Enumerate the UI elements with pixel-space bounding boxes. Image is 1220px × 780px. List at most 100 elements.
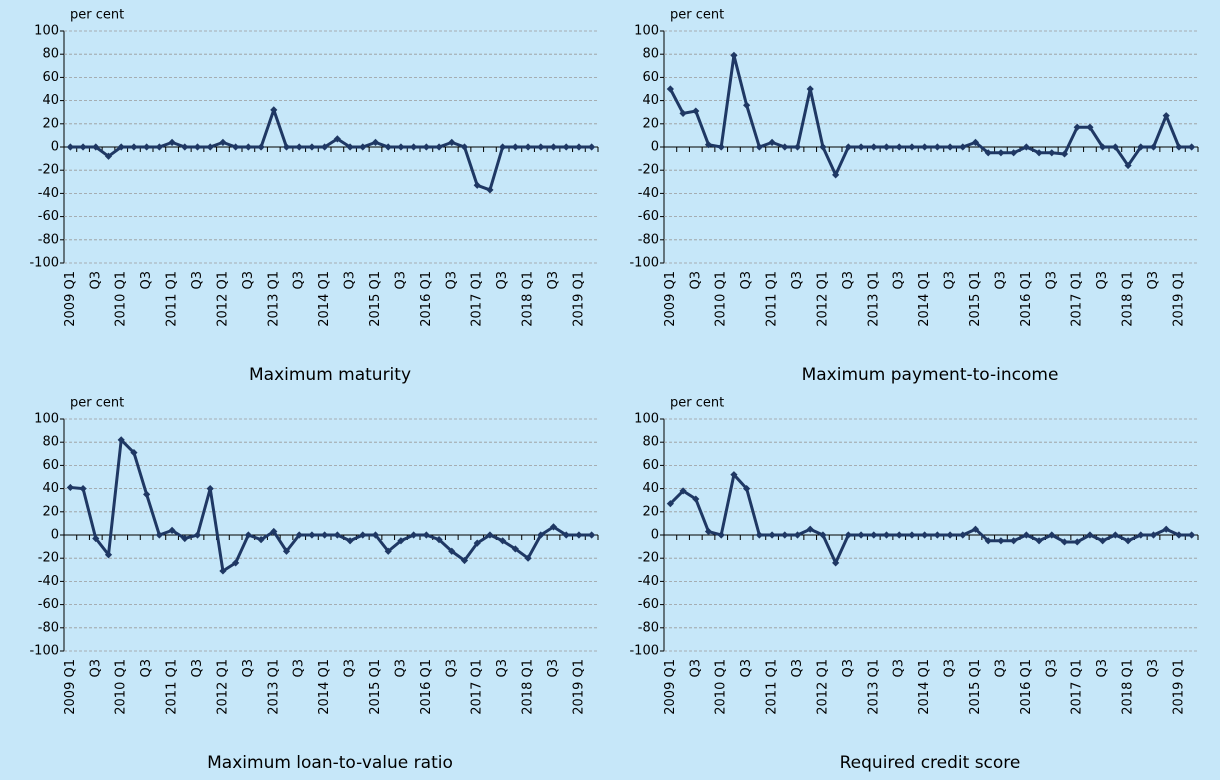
marker — [346, 537, 354, 545]
x-tick-label: 2019 Q1 — [571, 659, 586, 715]
y-tick-label: 0 — [651, 528, 659, 543]
x-tick-label: 2019 Q1 — [1171, 659, 1186, 715]
x-tick-label: 2011 Q1 — [765, 659, 780, 715]
marker — [806, 525, 814, 533]
x-tick-label: Q3 — [790, 659, 805, 678]
marker — [79, 143, 87, 151]
x-tick-label: Q3 — [495, 271, 510, 290]
marker — [524, 554, 532, 562]
marker — [1099, 537, 1107, 545]
marker — [244, 143, 252, 151]
x-tick-label: 2012 Q1 — [815, 271, 830, 327]
x-tick-label: 2014 Q1 — [917, 271, 932, 327]
marker — [1111, 143, 1119, 151]
marker — [1162, 112, 1170, 120]
marker — [460, 556, 469, 565]
marker — [1162, 525, 1170, 533]
marker — [181, 534, 189, 543]
marker — [1022, 531, 1030, 539]
x-tick-label: Q3 — [190, 271, 205, 290]
marker — [117, 143, 125, 151]
x-tick-label: Q3 — [841, 659, 856, 678]
marker — [181, 143, 189, 151]
y-tick-label: -20 — [38, 163, 59, 178]
y-tick-label: 60 — [642, 458, 659, 473]
marker — [1137, 143, 1145, 151]
marker — [117, 436, 125, 444]
x-tick-label: Q3 — [495, 659, 510, 678]
marker — [959, 531, 967, 539]
marker — [666, 500, 674, 508]
marker — [308, 143, 316, 151]
marker — [206, 143, 214, 151]
x-tick-label: 2017 Q1 — [1070, 271, 1085, 327]
x-tick-label: 2012 Q1 — [215, 271, 230, 327]
marker — [575, 143, 583, 151]
y-tick-label: -40 — [638, 574, 659, 589]
x-tick-label: 2016 Q1 — [1019, 271, 1034, 327]
x-tick-label: 2013 Q1 — [266, 659, 281, 715]
marker — [743, 485, 751, 493]
marker — [997, 537, 1005, 545]
x-tick-label: 2017 Q1 — [470, 271, 485, 327]
y-tick-label: 80 — [42, 435, 59, 450]
marker — [882, 143, 891, 151]
marker — [435, 143, 443, 151]
chart-title: Maximum payment-to-income — [802, 365, 1059, 385]
marker — [1060, 150, 1069, 158]
y-tick-label: 0 — [51, 140, 59, 155]
y-tick-label: -60 — [638, 597, 659, 612]
y-tick-label: -40 — [638, 186, 659, 201]
marker — [1010, 537, 1018, 545]
marker — [1111, 531, 1119, 539]
marker — [1124, 537, 1132, 545]
x-tick-label: Q3 — [1146, 659, 1161, 678]
x-tick-label: Q3 — [88, 271, 103, 290]
x-tick-label: 2013 Q1 — [866, 659, 881, 715]
x-tick-label: 2010 Q1 — [714, 271, 729, 327]
marker — [679, 109, 687, 117]
x-tick-label: 2019 Q1 — [1171, 271, 1186, 327]
x-tick-label: Q3 — [444, 659, 459, 678]
x-tick-label: Q3 — [739, 659, 754, 678]
x-tick-label: 2019 Q1 — [571, 271, 586, 327]
x-tick-label: 2012 Q1 — [815, 659, 830, 715]
marker — [92, 534, 100, 543]
y-tick-label: 80 — [642, 47, 659, 62]
marker — [257, 536, 265, 544]
x-tick-label: Q3 — [292, 271, 307, 290]
x-tick-label: 2010 Q1 — [114, 271, 129, 327]
x-tick-label: 2018 Q1 — [1121, 659, 1136, 715]
x-tick-label: Q3 — [841, 271, 856, 290]
marker — [857, 531, 865, 539]
marker — [295, 143, 303, 151]
marker — [704, 527, 713, 536]
marker — [1048, 531, 1056, 539]
marker — [755, 531, 763, 539]
x-tick-label: Q3 — [1095, 659, 1110, 678]
marker — [130, 449, 138, 457]
marker — [359, 531, 367, 539]
y-tick-label: 60 — [42, 458, 59, 473]
x-tick-label: 2016 Q1 — [419, 271, 434, 327]
marker — [562, 531, 570, 539]
y-tick-label: 100 — [34, 24, 59, 39]
x-tick-label: 2016 Q1 — [1019, 659, 1034, 715]
x-tick-label: 2009 Q1 — [663, 271, 678, 327]
x-tick-label: 2009 Q1 — [63, 271, 78, 327]
marker — [755, 143, 763, 151]
y-tick-label: -60 — [638, 209, 659, 224]
marker — [692, 495, 700, 503]
marker — [588, 531, 596, 539]
y-tick-label: 100 — [34, 412, 59, 427]
x-tick-label: Q3 — [993, 659, 1008, 678]
marker — [1188, 143, 1196, 151]
marker — [219, 567, 227, 575]
x-tick-label: 2011 Q1 — [765, 271, 780, 327]
x-tick-label: Q3 — [739, 271, 754, 290]
marker — [895, 531, 903, 539]
marker — [679, 487, 687, 495]
marker — [946, 531, 954, 539]
x-tick-label: Q3 — [993, 271, 1008, 290]
y-tick-label: 100 — [634, 412, 659, 427]
